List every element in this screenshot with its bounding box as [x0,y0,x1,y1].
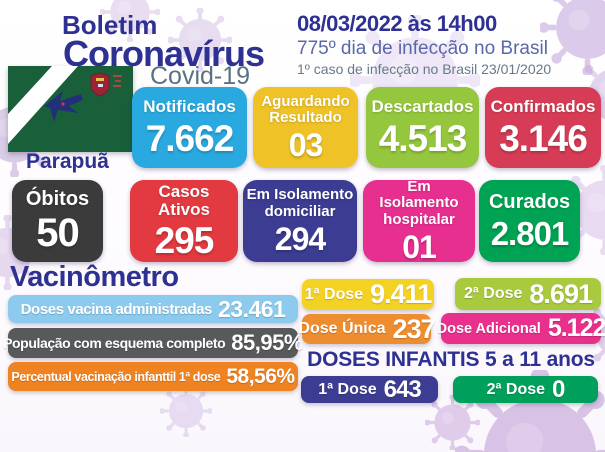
card-label: Óbitos [25,187,90,210]
dose-value: 643 [383,375,422,403]
bar-vacinacao-infantil: Percentual vacinação infanttil 1ª dose 5… [8,362,298,391]
card-isolamento-domiciliar: Em Isolamento domiciliar 294 [243,180,357,262]
bar-label: Doses vacina administradas [20,300,213,318]
card-descartados: Descartados 4.513 [366,87,479,168]
card-label: Em Isolamento domiciliar [246,186,354,220]
card-value: 4.513 [378,117,468,159]
card-notificados: Notificados 7.662 [132,87,247,168]
card-value: 3.146 [499,117,588,159]
first-case-note: 1º caso de infecção no Brasil 23/01/2020 [297,61,552,77]
dose-label: Dose Adicional [436,320,541,337]
card-label: Notificados [143,97,236,117]
card-obitos: Óbitos 50 [12,180,103,262]
infant-doses-title: DOSES INFANTIS 5 a 11 anos [307,348,595,371]
card-label: Aguardando Resultado [261,92,350,126]
city-name: Parapuã [26,150,109,173]
bar-value: 23.461 [218,295,286,322]
dose-card-dose-unica: Dose Única 237 [298,314,436,344]
dose-value: 237 [392,313,436,344]
vaccinometer-title: Vacinômetro [10,261,179,293]
card-isolamento-hospitalar: Em Isolamento hospitalar 01 [363,178,475,265]
card-label: Curados [488,191,571,214]
dose-label: 2ª Dose [486,380,546,398]
card-confirmados: Confirmados 3.146 [485,87,601,168]
dose-label: Dose Única [298,320,386,337]
card-value: 295 [154,220,215,262]
infant-dose-card-primeira: 1ª Dose 643 [301,376,438,403]
bar-label: Percentual vacinação infanttil 1ª dose [11,369,221,384]
bar-esquema-completo: População com esquema completo 85,95% [3,328,303,358]
card-casos-ativos: Casos Ativos 295 [130,180,238,262]
bar-label: População com esquema completo [3,335,226,351]
dose-label: 1ª Dose [318,380,377,398]
parapua-flag-icon [8,66,133,152]
dose-label: 2ª Dose [464,285,523,302]
card-label: Em Isolamento hospitalar [379,178,459,228]
card-value: 03 [288,127,324,164]
card-aguardando-resultado: Aguardando Resultado 03 [253,87,358,168]
dose-card-dose-adicional: Dose Adicional 5.122 [437,313,605,344]
bar-value: 58,56% [226,364,295,388]
dose-value: 8.691 [529,278,593,309]
dose-label: 1ª Dose [304,285,364,303]
bar-value: 85,95% [231,330,303,355]
dose-value: 0 [552,375,565,403]
card-curados: Curados 2.801 [479,180,580,262]
dose-value: 9.411 [370,279,432,309]
card-value: 50 [36,211,80,256]
bulletin-datetime: 08/03/2022 às 14h00 [297,11,497,36]
card-label: Casos Ativos [158,181,210,219]
infant-dose-card-segunda: 2ª Dose 0 [453,376,598,403]
dose-card-primeira-dose: 1ª Dose 9.411 [302,279,434,310]
bar-doses-administradas: Doses vacina administradas 23.461 [8,295,298,323]
card-value: 7.662 [145,117,235,159]
card-value: 01 [402,228,437,265]
dose-value: 5.122 [547,314,605,342]
card-value: 294 [274,220,326,257]
dose-card-segunda-dose: 2ª Dose 8.691 [455,278,601,310]
card-label: Confirmados [490,97,596,117]
infection-day-counter: 775º dia de infecção no Brasil [297,38,548,59]
card-label: Descartados [371,97,474,117]
card-value: 2.801 [490,214,570,252]
